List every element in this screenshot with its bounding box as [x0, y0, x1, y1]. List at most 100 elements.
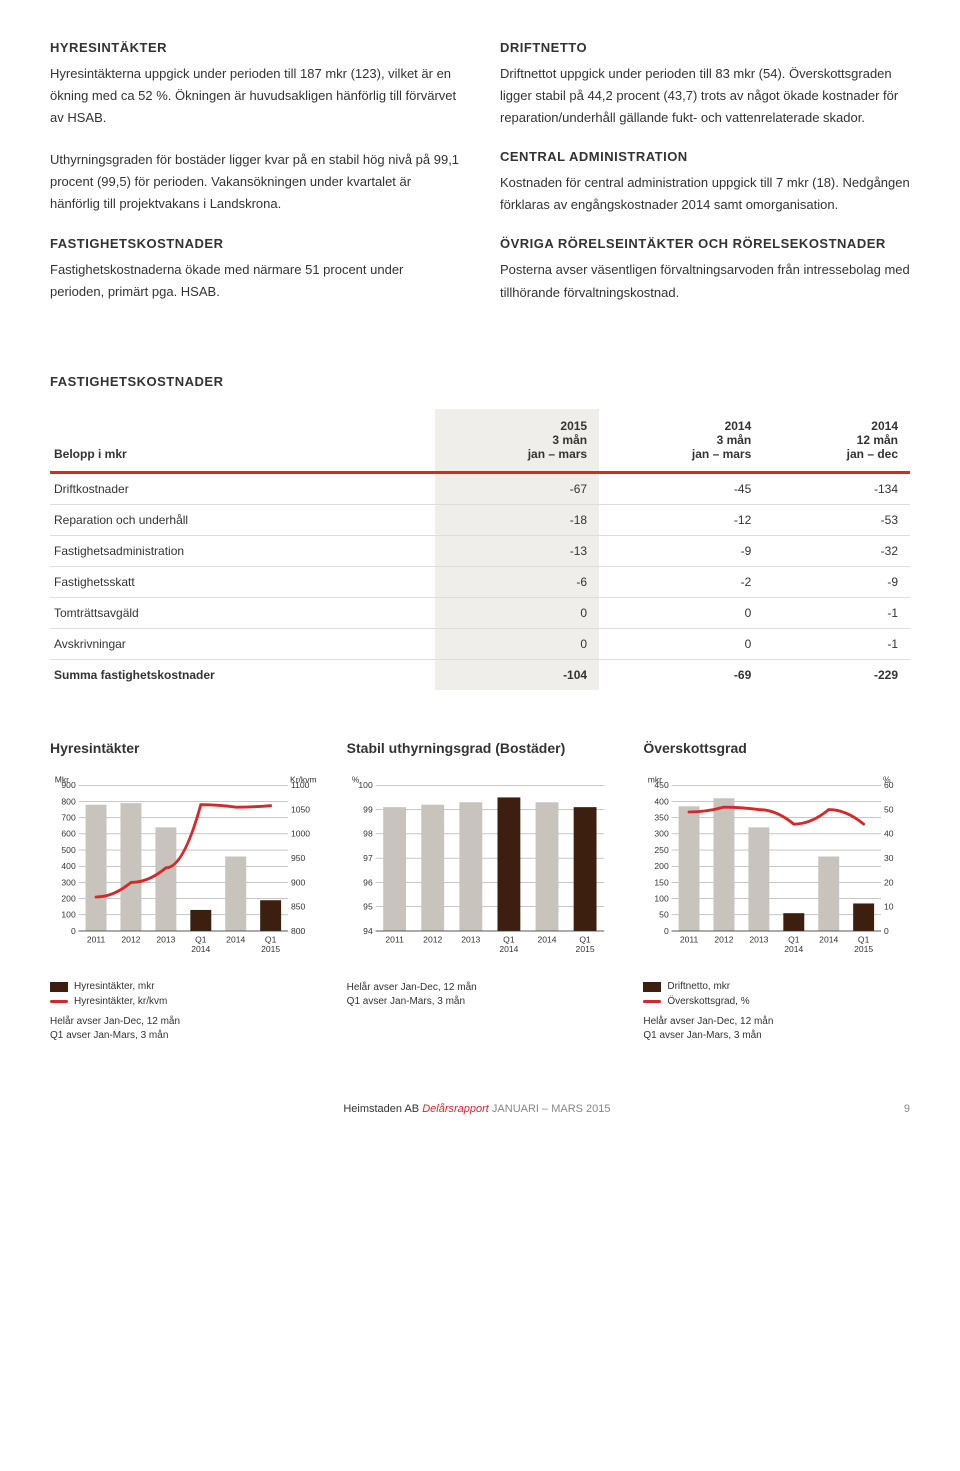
chart-svg: MkrKr/kvm0100200300400500600700800900800… — [50, 771, 317, 961]
page-number: 9 — [904, 1103, 910, 1115]
svg-text:99: 99 — [363, 804, 373, 814]
svg-text:2011: 2011 — [385, 934, 404, 944]
table-cell: -134 — [763, 472, 910, 504]
chart-title: Överskottsgrad — [643, 740, 910, 756]
table-cell: -32 — [763, 535, 910, 566]
table-cell: -67 — [435, 472, 599, 504]
table-cell: Reparation och underhåll — [50, 504, 435, 535]
svg-text:850: 850 — [291, 901, 306, 911]
svg-text:100: 100 — [655, 893, 670, 903]
legend-label: Driftnetto, mkr — [667, 981, 730, 992]
chart-overskottsgrad: Överskottsgrad mkr%050100150200250300350… — [643, 740, 910, 1043]
heading-ovriga: ÖVRIGA RÖRELSEINTÄKTER OCH RÖRELSEKOSTNA… — [500, 236, 910, 251]
svg-text:95: 95 — [363, 901, 373, 911]
heading-fastighetskostnader: FASTIGHETSKOSTNADER — [50, 236, 460, 251]
svg-text:Q1: Q1 — [503, 934, 515, 944]
svg-text:2012: 2012 — [423, 934, 442, 944]
table-heading: FASTIGHETSKOSTNADER — [50, 374, 910, 389]
chart-svg: mkr%050100150200250300350400450010203040… — [643, 771, 910, 961]
legend-label: Överskottsgrad, % — [667, 996, 749, 1007]
table-sum-row: Summa fastighetskostnader-104-69-229 — [50, 659, 910, 690]
svg-text:250: 250 — [655, 845, 670, 855]
legend-swatch-bar — [643, 982, 661, 992]
svg-text:2015: 2015 — [575, 944, 594, 954]
footer-period: JANUARI – MARS 2015 — [492, 1103, 611, 1115]
table-cell: Tomträttsavgäld — [50, 597, 435, 628]
chart-title: Stabil uthyrningsgrad (Bostäder) — [347, 740, 614, 756]
table-cell: Fastighetsskatt — [50, 566, 435, 597]
svg-text:50: 50 — [884, 804, 894, 814]
svg-text:2014: 2014 — [537, 934, 556, 944]
svg-text:300: 300 — [655, 828, 670, 838]
svg-text:800: 800 — [291, 926, 306, 936]
svg-text:200: 200 — [655, 861, 670, 871]
paragraph: Uthyrningsgraden för bostäder ligger kva… — [50, 149, 460, 215]
heading-driftnetto: DRIFTNETTO — [500, 40, 910, 55]
svg-text:1050: 1050 — [291, 804, 310, 814]
table-cell: Summa fastighetskostnader — [50, 659, 435, 690]
paragraph: Kostnaden för central administration upp… — [500, 172, 910, 216]
table-cell: Avskrivningar — [50, 628, 435, 659]
legend-swatch-line — [50, 1000, 68, 1003]
svg-text:200: 200 — [61, 893, 76, 903]
heading-central-admin: CENTRAL ADMINISTRATION — [500, 149, 910, 164]
table-cell: -2 — [599, 566, 763, 597]
legend-label: Hyresintäkter, kr/kvm — [74, 996, 167, 1007]
table-cell: -104 — [435, 659, 599, 690]
svg-text:30: 30 — [884, 853, 894, 863]
table-section: FASTIGHETSKOSTNADER Belopp i mkr 2015 3 … — [50, 374, 910, 690]
svg-text:2011: 2011 — [680, 934, 699, 944]
svg-text:60: 60 — [884, 780, 894, 790]
svg-text:0: 0 — [884, 926, 889, 936]
table-cell: -229 — [763, 659, 910, 690]
table-row: Avskrivningar00-1 — [50, 628, 910, 659]
table-header: 2014 3 mån jan – mars — [599, 409, 763, 473]
svg-text:400: 400 — [61, 861, 76, 871]
legend-note: Helår avser Jan-Dec, 12 mån Q1 avser Jan… — [643, 1015, 910, 1043]
text-columns: HYRESINTÄKTER Hyresintäkterna uppgick un… — [50, 40, 910, 324]
table-cell: -69 — [599, 659, 763, 690]
chart-legend: Driftnetto, mkr Överskottsgrad, % Helår … — [643, 981, 910, 1043]
svg-text:800: 800 — [61, 796, 76, 806]
chart-uthyrningsgrad: Stabil uthyrningsgrad (Bostäder) %949596… — [347, 740, 614, 1043]
svg-text:950: 950 — [291, 853, 306, 863]
table-row: Reparation och underhåll-18-12-53 — [50, 504, 910, 535]
heading-hyresintakter: HYRESINTÄKTER — [50, 40, 460, 55]
table-cell: 0 — [435, 628, 599, 659]
svg-text:Q1: Q1 — [858, 934, 870, 944]
chart-legend: Helår avser Jan-Dec, 12 mån Q1 avser Jan… — [347, 981, 614, 1009]
svg-text:2014: 2014 — [499, 944, 518, 954]
chart-legend: Hyresintäkter, mkr Hyresintäkter, kr/kvm… — [50, 981, 317, 1043]
svg-text:40: 40 — [884, 828, 894, 838]
chart-svg: %949596979899100201120122013Q120142014Q1… — [347, 771, 614, 961]
svg-text:96: 96 — [363, 877, 373, 887]
svg-text:97: 97 — [363, 853, 373, 863]
chart-title: Hyresintäkter — [50, 740, 317, 756]
svg-text:0: 0 — [71, 926, 76, 936]
svg-text:300: 300 — [61, 877, 76, 887]
svg-text:2013: 2013 — [461, 934, 480, 944]
table-cell: -13 — [435, 535, 599, 566]
footer-sub: Delårsrapport — [422, 1103, 489, 1115]
table-cell: Fastighetsadministration — [50, 535, 435, 566]
right-column: DRIFTNETTO Driftnettot uppgick under per… — [500, 40, 910, 324]
table-cell: -12 — [599, 504, 763, 535]
table-header: 2015 3 mån jan – mars — [435, 409, 599, 473]
svg-text:100: 100 — [358, 780, 373, 790]
svg-text:2012: 2012 — [121, 934, 140, 944]
svg-text:2012: 2012 — [715, 934, 734, 944]
table-header: 2014 12 mån jan – dec — [763, 409, 910, 473]
legend-note: Helår avser Jan-Dec, 12 mån Q1 avser Jan… — [347, 981, 614, 1009]
svg-text:Q1: Q1 — [265, 934, 277, 944]
legend-item: Överskottsgrad, % — [643, 996, 910, 1007]
table-cell: -1 — [763, 628, 910, 659]
paragraph: Posterna avser väsentligen förvaltningsa… — [500, 259, 910, 303]
table-row: Fastighetsskatt-6-2-9 — [50, 566, 910, 597]
svg-text:450: 450 — [655, 780, 670, 790]
legend-item: Hyresintäkter, kr/kvm — [50, 996, 317, 1007]
table-cell: 0 — [435, 597, 599, 628]
svg-text:600: 600 — [61, 828, 76, 838]
svg-text:94: 94 — [363, 926, 373, 936]
svg-text:350: 350 — [655, 812, 670, 822]
table-cell: 0 — [599, 597, 763, 628]
